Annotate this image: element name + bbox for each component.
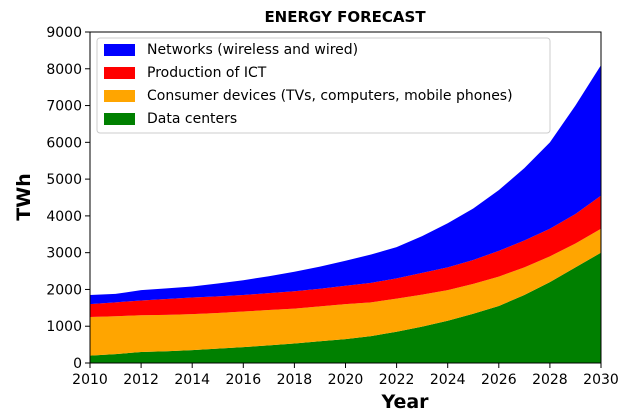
legend-swatch bbox=[104, 44, 135, 56]
legend-swatch bbox=[104, 113, 135, 125]
area bbox=[90, 252, 601, 363]
x-tick-label: 2024 bbox=[430, 372, 466, 388]
chart-title: ENERGY FORECAST bbox=[264, 8, 426, 26]
area bbox=[90, 228, 601, 356]
x-tick-label: 2028 bbox=[532, 372, 568, 388]
legend-swatch bbox=[104, 67, 135, 79]
x-tick-label: 2014 bbox=[174, 372, 210, 388]
x-tick-label: 2016 bbox=[225, 372, 261, 388]
y-tick-label: 3000 bbox=[46, 246, 82, 262]
legend-swatch bbox=[104, 90, 135, 102]
x-tick-label: 2018 bbox=[277, 372, 313, 388]
y-tick-label: 2000 bbox=[46, 282, 82, 298]
y-tick-label: 8000 bbox=[46, 62, 82, 78]
y-tick-label: 4000 bbox=[46, 209, 82, 225]
area bbox=[90, 65, 601, 305]
y-tick-label: 9000 bbox=[46, 25, 82, 41]
y-tick-label: 0 bbox=[73, 356, 82, 372]
legend-label: Production of ICT bbox=[147, 65, 267, 81]
y-tick-label: 6000 bbox=[46, 135, 82, 151]
x-tick-label: 2030 bbox=[583, 372, 619, 388]
y-tick-label: 5000 bbox=[46, 172, 82, 188]
x-tick-label: 2010 bbox=[72, 372, 108, 388]
legend-label: Consumer devices (TVs, computers, mobile… bbox=[147, 88, 513, 104]
y-tick-label: 7000 bbox=[46, 99, 82, 115]
legend-label: Networks (wireless and wired) bbox=[147, 42, 358, 58]
legend-label: Data centers bbox=[147, 111, 237, 127]
x-axis-label: Year bbox=[380, 391, 429, 413]
x-tick-label: 2012 bbox=[123, 372, 159, 388]
legend-box bbox=[96, 37, 551, 134]
y-axis-label: TWh bbox=[13, 173, 35, 220]
x-tick-label: 2026 bbox=[481, 372, 517, 388]
x-tick-label: 2020 bbox=[328, 372, 364, 388]
area bbox=[90, 195, 601, 318]
y-tick-label: 1000 bbox=[46, 319, 82, 335]
legend: Networks (wireless and wired) Production … bbox=[96, 37, 551, 134]
x-tick-label: 2022 bbox=[379, 372, 415, 388]
